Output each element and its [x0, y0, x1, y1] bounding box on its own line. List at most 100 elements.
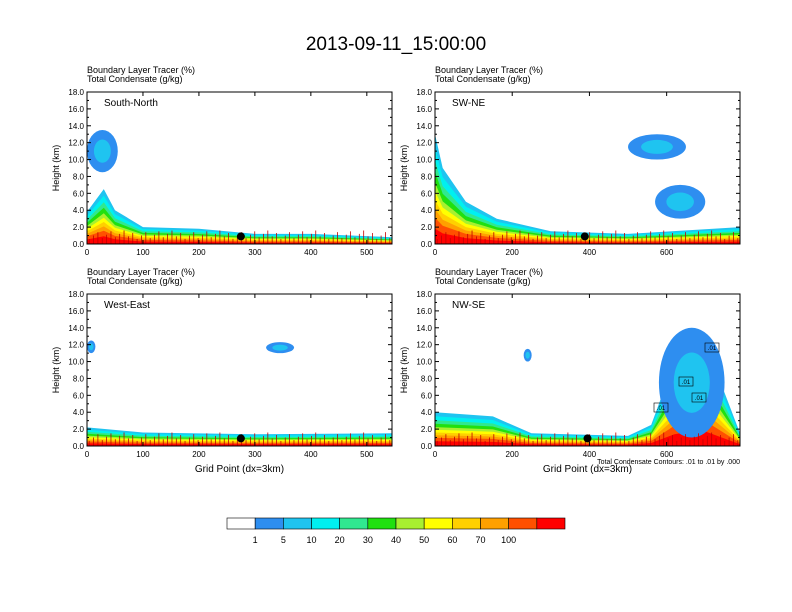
y-tick-label: 16.0 [416, 105, 432, 114]
contour-label: .01 [682, 380, 691, 386]
y-tick-label: 14.0 [416, 122, 432, 131]
colorbar-swatch [452, 517, 481, 530]
contour-label-box [704, 342, 720, 353]
colorbar-label: 100 [501, 535, 516, 545]
plot-background [87, 92, 392, 244]
y-axis-label: Height (km) [51, 145, 61, 192]
y-axis-label: Height (km) [51, 347, 61, 394]
x-tick-label: 400 [304, 450, 318, 459]
cloud-core [93, 139, 111, 163]
x-tick-label: 600 [660, 248, 674, 257]
y-axis-label: Height (km) [399, 145, 409, 192]
contour-label: .01 [708, 346, 717, 352]
y-tick-label: 16.0 [416, 307, 432, 316]
y-tick-label: 12.0 [68, 139, 84, 148]
field-label-condensate: Total Condensate (g/kg) [435, 74, 531, 84]
x-tick-label: 500 [360, 450, 374, 459]
panel-label: South-North [104, 98, 158, 109]
y-tick-label: 6.0 [73, 189, 85, 198]
cloud-core [673, 352, 710, 413]
x-tick-label: 0 [85, 450, 90, 459]
y-tick-label: 6.0 [421, 189, 433, 198]
x-tick-label: 200 [192, 450, 206, 459]
x-tick-label: 300 [248, 248, 262, 257]
colorbar-label: 50 [419, 535, 429, 545]
panel-south-north: 0.0 2.0 4.0 6.0 8.0 10.0 12.0 14.0 16.0 18.0 0 100 2… [51, 65, 393, 257]
x-tick-label: 100 [136, 248, 150, 257]
x-tick-label: 200 [192, 248, 206, 257]
x-axis-label: Grid Point (dx=3km) [195, 464, 284, 475]
panel-label: West-East [104, 300, 150, 311]
y-tick-label: 18.0 [416, 290, 432, 299]
field-label-tracer: Boundary Layer Tracer (%) [435, 65, 543, 75]
colorbar-swatch [339, 517, 369, 530]
y-tick-label: 10.0 [416, 358, 432, 367]
contour-label-box [653, 402, 669, 413]
y-tick-label: 0.0 [73, 442, 85, 451]
y-tick-label: 4.0 [73, 206, 85, 215]
location-marker [580, 232, 589, 241]
y-tick-label: 2.0 [73, 223, 85, 232]
colorbar-swatch [536, 517, 566, 530]
colorbar-swatch [283, 517, 312, 530]
colorbar-swatch [226, 517, 256, 530]
x-tick-label: 0 [85, 248, 90, 257]
colorbar-swatch [508, 517, 538, 530]
contour-note: Total Condensate Contours: .01 to .01 by… [597, 459, 740, 466]
colorbar-swatch [480, 517, 509, 530]
location-marker [583, 434, 592, 443]
field-layer [435, 327, 740, 446]
cloud-core [666, 192, 694, 212]
y-tick-label: 14.0 [416, 324, 432, 333]
field-label-condensate: Total Condensate (g/kg) [87, 74, 183, 84]
x-tick-label: 200 [506, 450, 520, 459]
colorbar-label: 30 [363, 535, 373, 545]
field-layer [435, 134, 740, 244]
y-tick-label: 12.0 [416, 341, 432, 350]
field-label-condensate: Total Condensate (g/kg) [435, 276, 531, 286]
colorbar-swatch [423, 517, 453, 530]
cloud-core [525, 351, 530, 359]
x-tick-label: 300 [248, 450, 262, 459]
x-tick-label: 400 [304, 248, 318, 257]
x-tick-label: 400 [583, 248, 597, 257]
field-label-tracer: Boundary Layer Tracer (%) [87, 267, 195, 277]
cloud-core [641, 139, 673, 154]
colorbar-swatch [254, 517, 284, 530]
colorbar-label: 70 [475, 535, 485, 545]
y-tick-label: 4.0 [73, 408, 85, 417]
y-tick-label: 10.0 [416, 156, 432, 165]
tracer-band [435, 228, 740, 244]
colorbar-label: 40 [391, 535, 401, 545]
x-tick-label: 0 [433, 248, 438, 257]
y-tick-label: 6.0 [73, 391, 85, 400]
field-label-tracer: Boundary Layer Tracer (%) [435, 267, 543, 277]
colorbar: 1 5 10 20 30 40 50 60 70 100 [226, 517, 566, 545]
contour-label-box [691, 392, 707, 403]
location-marker [236, 434, 245, 443]
colorbar-label: 5 [281, 535, 286, 545]
field-layer [87, 130, 392, 244]
y-tick-label: 12.0 [68, 341, 84, 350]
panel-west-east: 0.0 2.0 4.0 6.0 8.0 10.0 12.0 14.0 16.0 18.0 0 100 2… [51, 267, 393, 475]
chart-title: 2013-09-11_15:00:00 [306, 34, 486, 55]
y-tick-label: 8.0 [421, 172, 433, 181]
y-tick-label: 18.0 [416, 88, 432, 97]
y-tick-label: 2.0 [421, 425, 433, 434]
field-label-tracer: Boundary Layer Tracer (%) [87, 65, 195, 75]
colorbar-label: 20 [335, 535, 345, 545]
colorbar-swatch [367, 517, 397, 530]
y-tick-label: 8.0 [73, 374, 85, 383]
x-tick-label: 500 [360, 248, 374, 257]
y-tick-label: 0.0 [421, 442, 433, 451]
y-tick-label: 8.0 [421, 374, 433, 383]
panel-label: NW-SE [452, 300, 485, 311]
colorbar-swatch [395, 517, 425, 530]
field-label-condensate: Total Condensate (g/kg) [87, 276, 183, 286]
colorbar-label: 10 [306, 535, 316, 545]
panel-nw-se: 0.0 2.0 4.0 6.0 8.0 10.0 12.0 14.0 16.0 18.0 0 200 4… [399, 267, 741, 475]
x-tick-label: 0 [433, 450, 438, 459]
y-tick-label: 4.0 [421, 408, 433, 417]
colorbar-label: 60 [447, 535, 457, 545]
